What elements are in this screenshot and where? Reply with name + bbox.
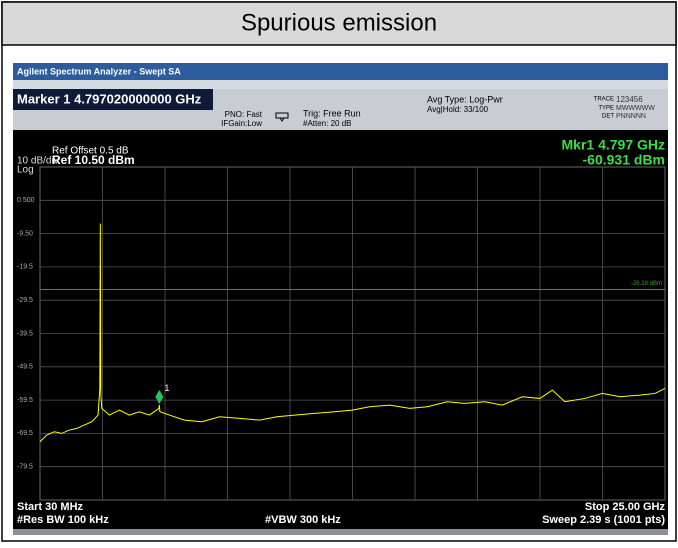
log: Log [17,165,34,176]
plot: 0.500 -9.50 -19.5 -29.5 -39.5 -49.5 -59.5 -69.5… [17,166,666,501]
type-label: TYPE [598,106,614,112]
sweep: Sweep 2.39 s (1001 pts) [542,514,665,526]
ref-level: Ref 10.50 dBm [52,153,135,167]
y-tick-label: -19.5 [17,264,33,271]
scale: 10 dB/div [17,156,59,167]
trace-nums: 123456 [616,95,643,104]
avg-type: Avg Type: Log-Pwr [427,94,503,104]
y-tick-label: -9.50 [17,230,33,237]
mkr-value: -60.931 dBm [583,152,665,168]
atten: #Atten: 20 dB [303,119,351,128]
vbw: #VBW 300 kHz [265,514,341,526]
stop: Stop 25.00 GHz [585,501,666,513]
title-bar [13,63,668,80]
y-tick-label: -39.5 [17,330,33,337]
mkr-freq: Mkr1 4.797 GHz [562,137,666,153]
display-line-label: -26.28 dBm [631,281,662,287]
y-tick-label: 0.500 [17,197,35,204]
display [13,130,668,535]
trace [39,223,666,443]
start: Start 30 MHz [17,501,84,513]
y-tick-label: -59.5 [17,397,33,404]
marker [155,389,164,404]
type-val: MWWWWW [616,105,655,112]
det-label: DET [602,114,614,120]
trig-icon [275,112,289,122]
ifgain: IFGain:Low [221,119,262,128]
avg-hold: Avg|Hold: 33/100 [427,105,489,114]
trig: Trig: Free Run [303,108,361,118]
trace-label: TRACE [594,97,614,103]
title-bar-text: Agilent Spectrum Analyzer - Swept SA [17,66,181,76]
bottom-bar [13,529,668,535]
pno: PNO: Fast [225,110,263,119]
y-tick-label: -79.5 [17,464,33,471]
header-title: Spurious emission [241,9,437,36]
y-tick-label: -29.5 [17,297,33,304]
marker-label: 1 [164,383,169,393]
y-tick-label: -49.5 [17,364,33,371]
det-val: PNNNNN [616,113,646,120]
marker-readout: Marker 1 4.797020000000 GHz [17,91,202,106]
status-bar [13,80,668,89]
ref-offset: Ref Offset 0.5 dB [52,146,129,157]
marker-box [13,89,213,110]
y-tick-label: -69.5 [17,430,33,437]
rbw: #Res BW 100 kHz [17,514,109,526]
header-cell [1,1,677,46]
